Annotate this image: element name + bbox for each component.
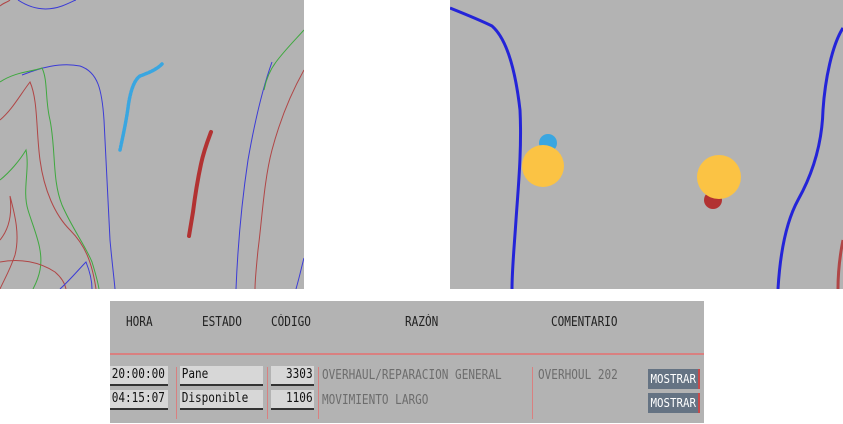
row-hora[interactable]: 04:15:07 [110,390,168,410]
column-divider [318,367,319,419]
header-comentario: COMENTARIO [551,315,618,330]
contour-blue-bottom-left [59,261,93,289]
contour-blue-left [450,6,523,289]
contour-red-top [0,0,11,7]
contour-blue-top [17,0,77,10]
detail-map-canvas[interactable] [450,0,843,289]
header-divider [110,353,704,355]
row-comentario: OVERHOUL 202 [538,368,618,383]
overview-map-canvas[interactable] [0,0,304,289]
row-estado[interactable]: Pane [180,366,263,386]
contour-red-right [254,69,304,289]
header-hora: HORA [126,315,153,330]
row-estado[interactable]: Disponible [180,390,263,410]
contour-red-right [836,239,843,289]
row-razon: OVERHAUL/REPARACION GENERAL [322,368,502,383]
column-divider [532,367,533,419]
header-codigo: CÓDIGO [271,315,311,330]
track-red [187,130,213,238]
contour-blue-mid [21,64,116,289]
track-blue [118,62,164,152]
row-codigo[interactable]: 1106 [271,390,314,410]
detail-map[interactable] [450,0,843,289]
status-table: HORA ESTADO CÓDIGO RAZÓN COMENTARIO 20:0… [110,301,704,423]
row-hora[interactable]: 20:00:00 [110,366,168,386]
row-razon: MOVIMIENTO LARGO [322,393,429,408]
contour-red-left-2 [0,195,18,289]
contour-red-left-1 [0,81,97,289]
contour-blue-right [776,27,843,289]
overview-map[interactable] [0,0,304,289]
header-estado: ESTADO [202,315,242,330]
highlight-marker-2 [697,155,741,199]
contour-red-left-3 [0,259,67,289]
contour-blue-right [235,61,273,289]
contour-green-left [0,67,100,289]
header-razon: RAZÓN [405,315,439,330]
contour-green-left-2 [0,148,42,289]
contour-green-right [263,29,304,91]
row-codigo[interactable]: 3303 [271,366,314,386]
highlight-marker-1 [522,145,564,187]
column-divider [176,367,177,419]
contour-blue-edge [295,257,304,289]
mostrar-button[interactable]: MOSTRAR [648,393,700,413]
mostrar-button[interactable]: MOSTRAR [648,369,700,389]
column-divider [267,367,268,419]
